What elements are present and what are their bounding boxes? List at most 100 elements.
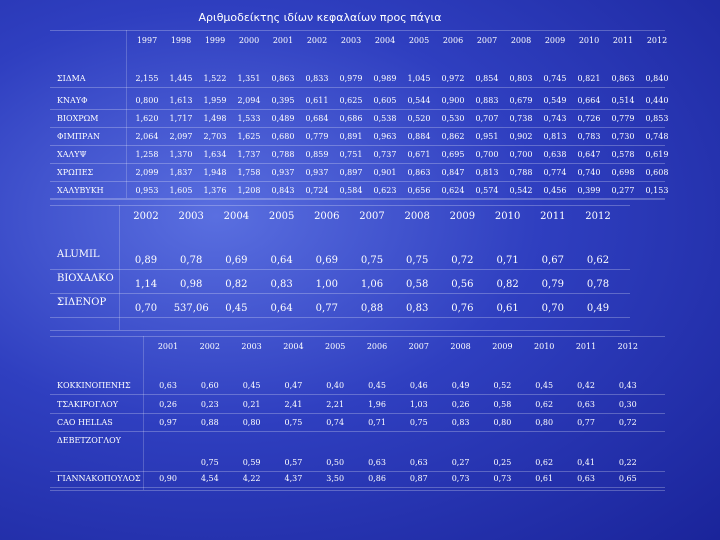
cell: 0,840 <box>645 74 669 83</box>
cell: 0,59 <box>242 458 261 467</box>
row-label: ΤΣΑΚΙΡΟΓΛΟΥ <box>57 400 119 409</box>
column-header: 2012 <box>617 342 638 351</box>
cell: 0,542 <box>509 186 533 195</box>
cell: 0,79 <box>541 279 564 290</box>
row-rule <box>50 394 665 395</box>
cell: 0,514 <box>611 96 635 105</box>
cell: 1,948 <box>203 168 227 177</box>
cell: 0,863 <box>271 74 295 83</box>
cell: 1,613 <box>169 96 193 105</box>
column-header: 2010 <box>534 342 555 351</box>
cell: 0,88 <box>200 418 219 427</box>
cell: 0,751 <box>339 150 363 159</box>
cell: 0,45 <box>242 381 261 390</box>
cell: 0,813 <box>475 168 499 177</box>
cell: 0,63 <box>577 474 595 483</box>
cell: 0,78 <box>586 279 610 290</box>
table-rule <box>50 336 665 337</box>
cell: 0,45 <box>368 381 386 390</box>
cell: 0,647 <box>577 150 601 159</box>
cell: 1,959 <box>203 96 227 105</box>
row-label: ΚΝΑΥΦ <box>57 96 88 105</box>
cell: 0,75 <box>409 418 428 427</box>
column-header: 2003 <box>340 36 362 45</box>
cell: 0,62 <box>535 458 554 467</box>
cell: 0,854 <box>475 74 499 83</box>
cell: 0,83 <box>270 279 293 290</box>
cell: 1,837 <box>169 168 193 177</box>
cell: 0,779 <box>611 114 635 123</box>
cell: 0,624 <box>441 186 465 195</box>
cell: 2,155 <box>135 74 159 83</box>
cell: 0,83 <box>406 303 429 314</box>
table-rule <box>50 30 665 31</box>
table-rule <box>50 330 630 331</box>
cell: 0,21 <box>242 400 261 409</box>
cell: 2,099 <box>135 168 159 177</box>
row-rule <box>50 487 665 488</box>
row-rule <box>50 199 665 200</box>
cell: 0,83 <box>451 418 470 427</box>
cell: 0,89 <box>134 255 158 266</box>
cell: 0,737 <box>373 150 397 159</box>
column-header: 2003 <box>178 211 204 222</box>
cell: 0,774 <box>543 168 567 177</box>
cell: 0,730 <box>611 132 635 141</box>
cell: 0,90 <box>159 474 177 483</box>
cell: 0,619 <box>645 150 669 159</box>
cell: 0,23 <box>200 400 219 409</box>
cell: 0,788 <box>271 150 295 159</box>
cell: 0,60 <box>200 381 219 390</box>
cell: 1,14 <box>134 279 158 290</box>
cell: 0,82 <box>225 279 248 290</box>
cell: 0,951 <box>475 132 499 141</box>
cell: 0,72 <box>451 255 474 266</box>
cell: 0,862 <box>441 132 465 141</box>
cell: 1,533 <box>237 114 261 123</box>
cell: 1,498 <box>203 114 227 123</box>
title: Αριθμοδείκτης ιδίων κεφαλαίων προς πάγια <box>198 11 442 24</box>
cell: 0,740 <box>577 168 601 177</box>
row-label: ΦΙΜΠΡΑΝ <box>57 132 101 141</box>
row-label: ΒΙΟΧΑΛΚΟ <box>57 273 114 284</box>
column-header: 2001 <box>157 342 179 351</box>
cell: 1,045 <box>407 74 431 83</box>
column-header: 2009 <box>449 211 476 222</box>
cell: 0,80 <box>535 418 554 427</box>
cell: 0,395 <box>271 96 295 105</box>
cell: 1,208 <box>237 186 261 195</box>
cell: 0,75 <box>406 255 429 266</box>
cell: 0,41 <box>577 458 595 467</box>
column-header: 1998 <box>170 36 192 45</box>
cell: 0,27 <box>451 458 470 467</box>
cell: 0,843 <box>271 186 295 195</box>
cell: 0,538 <box>373 114 397 123</box>
column-header: 2002 <box>199 342 220 351</box>
cell: 2,41 <box>284 400 303 409</box>
cell: 0,88 <box>360 303 384 314</box>
row-rule <box>50 145 665 146</box>
cell: 4,22 <box>242 474 261 483</box>
cell: 4,37 <box>284 474 303 483</box>
column-header: 2012 <box>585 211 611 222</box>
cell: 0,833 <box>305 74 329 83</box>
cell: 0,72 <box>618 418 637 427</box>
cell: 0,22 <box>618 458 637 467</box>
cell: 0,73 <box>451 474 470 483</box>
cell: 0,979 <box>339 74 363 83</box>
column-header: 2011 <box>612 36 634 45</box>
cell: 0,656 <box>407 186 431 195</box>
column-header: 2004 <box>283 342 304 351</box>
cell: 1,06 <box>360 279 384 290</box>
column-header: 2004 <box>374 36 396 45</box>
row-label: ΣΙΔΕΝΟΡ <box>57 297 107 308</box>
column-header: 2004 <box>223 211 250 222</box>
cell: 0,80 <box>493 418 512 427</box>
cell: 0,30 <box>618 400 637 409</box>
cell: 0,49 <box>451 381 470 390</box>
column-header: 2003 <box>241 342 262 351</box>
cell: 0,98 <box>180 279 203 290</box>
column-header: 2001 <box>272 36 294 45</box>
cell: 0,47 <box>284 381 303 390</box>
column-header: 1997 <box>136 36 158 45</box>
